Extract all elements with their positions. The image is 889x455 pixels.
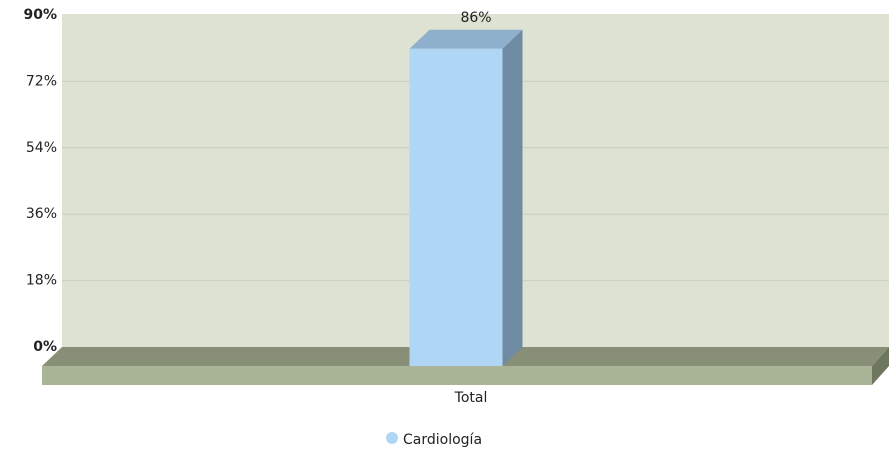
y-tick-label: 72%	[26, 73, 57, 89]
bar-top	[409, 29, 523, 49]
y-tick-label: 90%	[23, 7, 57, 23]
floor-front	[42, 366, 872, 385]
bar-side	[502, 29, 523, 367]
y-tick-label: 18%	[26, 273, 57, 289]
y-tick-label: 0%	[33, 339, 57, 355]
data-label: 86%	[460, 10, 491, 26]
legend-label: Cardiología	[403, 432, 482, 448]
x-tick-label: Total	[454, 390, 488, 406]
bar	[409, 48, 503, 366]
floor-side	[872, 347, 889, 385]
y-tick-label: 36%	[26, 206, 57, 222]
legend-marker	[386, 432, 398, 444]
y-tick-label: 54%	[26, 140, 57, 156]
